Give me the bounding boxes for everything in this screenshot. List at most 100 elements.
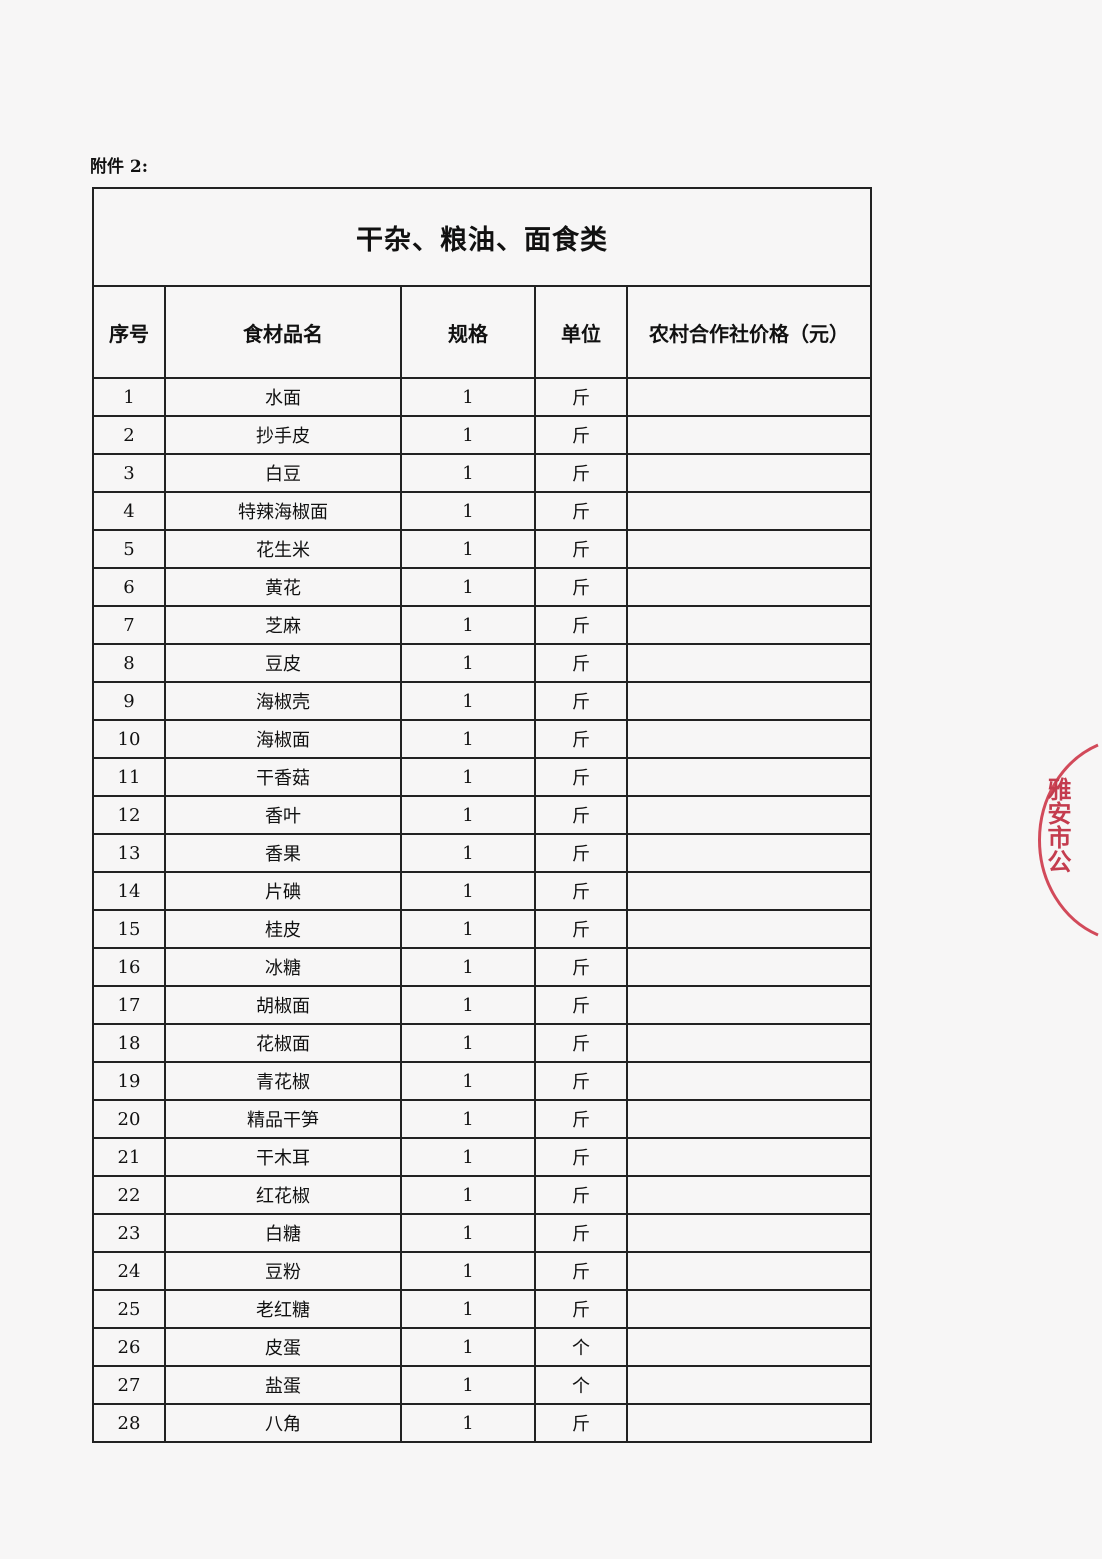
- col-price-cell[interactable]: [625, 1289, 873, 1329]
- col-price-cell[interactable]: [625, 1213, 873, 1253]
- col-spec-cell: 1: [400, 567, 536, 607]
- col-unit-cell: 斤: [534, 1213, 628, 1253]
- col-price-cell[interactable]: [625, 1175, 873, 1215]
- col-spec-cell: 1: [400, 1403, 536, 1443]
- col-price-cell[interactable]: [625, 909, 873, 949]
- col-price-cell[interactable]: [625, 1365, 873, 1405]
- col-index-cell: 8: [92, 643, 166, 683]
- table-row: 12 香叶 1 斤: [92, 795, 873, 835]
- col-price-cell[interactable]: [625, 1327, 873, 1367]
- table-row: 26 皮蛋 1 个: [92, 1327, 873, 1367]
- table-row: 15 桂皮 1 斤: [92, 909, 873, 949]
- table-row: 13 香果 1 斤: [92, 833, 873, 873]
- col-index-cell: 27: [92, 1365, 166, 1405]
- table-row: 3 白豆 1 斤: [92, 453, 873, 493]
- col-item-name-cell: 老红糖: [164, 1289, 402, 1329]
- col-item-name-cell: 香果: [164, 833, 402, 873]
- col-index-cell: 16: [92, 947, 166, 987]
- col-price-cell[interactable]: [625, 529, 873, 569]
- attachment-label: 附件 2:: [90, 157, 149, 177]
- col-item-name-cell: 盐蛋: [164, 1365, 402, 1405]
- col-price-cell[interactable]: [625, 1023, 873, 1063]
- col-item-name-cell: 八角: [164, 1403, 402, 1443]
- col-unit-cell: 斤: [534, 605, 628, 645]
- col-price-cell[interactable]: [625, 1251, 873, 1291]
- col-index-cell: 14: [92, 871, 166, 911]
- col-index-cell: 19: [92, 1061, 166, 1101]
- col-price-cell[interactable]: [625, 1061, 873, 1101]
- col-unit-cell: 斤: [534, 1023, 628, 1063]
- table-row: 23 白糖 1 斤: [92, 1213, 873, 1253]
- col-price-cell[interactable]: [625, 681, 873, 721]
- official-seal: 雅安市公: [1012, 735, 1100, 945]
- col-unit-cell: 斤: [534, 719, 628, 759]
- col-unit-cell: 斤: [534, 415, 628, 455]
- col-price-cell[interactable]: [625, 795, 873, 835]
- col-price-cell[interactable]: [625, 757, 873, 797]
- col-price-cell[interactable]: [625, 833, 873, 873]
- col-item-name-cell: 干木耳: [164, 1137, 402, 1177]
- col-index-cell: 7: [92, 605, 166, 645]
- col-price-cell[interactable]: [625, 643, 873, 683]
- col-unit-cell: 斤: [534, 909, 628, 949]
- col-spec-cell: 1: [400, 909, 536, 949]
- col-price-cell[interactable]: [625, 605, 873, 645]
- seal-text: 雅安市公: [1043, 777, 1072, 873]
- col-item-name-cell: 芝麻: [164, 605, 402, 645]
- col-item-name-cell: 抄手皮: [164, 415, 402, 455]
- col-index-cell: 15: [92, 909, 166, 949]
- col-spec-cell: 1: [400, 1289, 536, 1329]
- col-price-cell[interactable]: [625, 567, 873, 607]
- col-item-name-cell: 海椒面: [164, 719, 402, 759]
- col-item-name-cell: 豆粉: [164, 1251, 402, 1291]
- col-index-cell: 22: [92, 1175, 166, 1215]
- col-index-cell: 28: [92, 1403, 166, 1443]
- col-item-name-cell: 精品干笋: [164, 1099, 402, 1139]
- col-price-cell[interactable]: [625, 1137, 873, 1177]
- table-row: 17 胡椒面 1 斤: [92, 985, 873, 1025]
- col-spec-cell: 1: [400, 377, 536, 417]
- col-unit-cell: 斤: [534, 947, 628, 987]
- col-spec-cell: 1: [400, 1251, 536, 1291]
- col-index-cell: 18: [92, 1023, 166, 1063]
- col-index-cell: 9: [92, 681, 166, 721]
- col-index-cell: 11: [92, 757, 166, 797]
- table-row: 6 黄花 1 斤: [92, 567, 873, 607]
- col-unit-cell: 斤: [534, 643, 628, 683]
- col-price-cell[interactable]: [625, 453, 873, 493]
- col-price-cell[interactable]: [625, 377, 873, 417]
- col-unit-cell: 斤: [534, 529, 628, 569]
- col-price-cell[interactable]: [625, 985, 873, 1025]
- col-index-cell: 6: [92, 567, 166, 607]
- col-price-cell[interactable]: [625, 1099, 873, 1139]
- col-spec-cell: 1: [400, 1175, 536, 1215]
- col-spec-cell: 1: [400, 415, 536, 455]
- table-row: 4 特辣海椒面 1 斤: [92, 491, 873, 531]
- col-item-name-cell: 青花椒: [164, 1061, 402, 1101]
- table-row: 7 芝麻 1 斤: [92, 605, 873, 645]
- col-spec-cell: 1: [400, 757, 536, 797]
- header-col-index: 序号: [92, 285, 166, 379]
- header-row: 序号 食材品名 规格 单位 农村合作社价格（元）: [92, 285, 873, 379]
- col-index-cell: 10: [92, 719, 166, 759]
- col-item-name-cell: 特辣海椒面: [164, 491, 402, 531]
- col-item-name-cell: 桂皮: [164, 909, 402, 949]
- col-item-name-cell: 花椒面: [164, 1023, 402, 1063]
- table-row: 25 老红糖 1 斤: [92, 1289, 873, 1329]
- col-unit-cell: 斤: [534, 1289, 628, 1329]
- col-index-cell: 2: [92, 415, 166, 455]
- col-price-cell[interactable]: [625, 871, 873, 911]
- col-spec-cell: 1: [400, 681, 536, 721]
- col-price-cell[interactable]: [625, 1403, 873, 1443]
- col-unit-cell: 斤: [534, 757, 628, 797]
- col-price-cell[interactable]: [625, 415, 873, 455]
- table-row: 16 冰糖 1 斤: [92, 947, 873, 987]
- col-item-name-cell: 海椒壳: [164, 681, 402, 721]
- col-unit-cell: 斤: [534, 1099, 628, 1139]
- col-price-cell[interactable]: [625, 719, 873, 759]
- col-price-cell[interactable]: [625, 491, 873, 531]
- col-price-cell[interactable]: [625, 947, 873, 987]
- table-row: 21 干木耳 1 斤: [92, 1137, 873, 1177]
- col-spec-cell: 1: [400, 453, 536, 493]
- col-unit-cell: 个: [534, 1365, 628, 1405]
